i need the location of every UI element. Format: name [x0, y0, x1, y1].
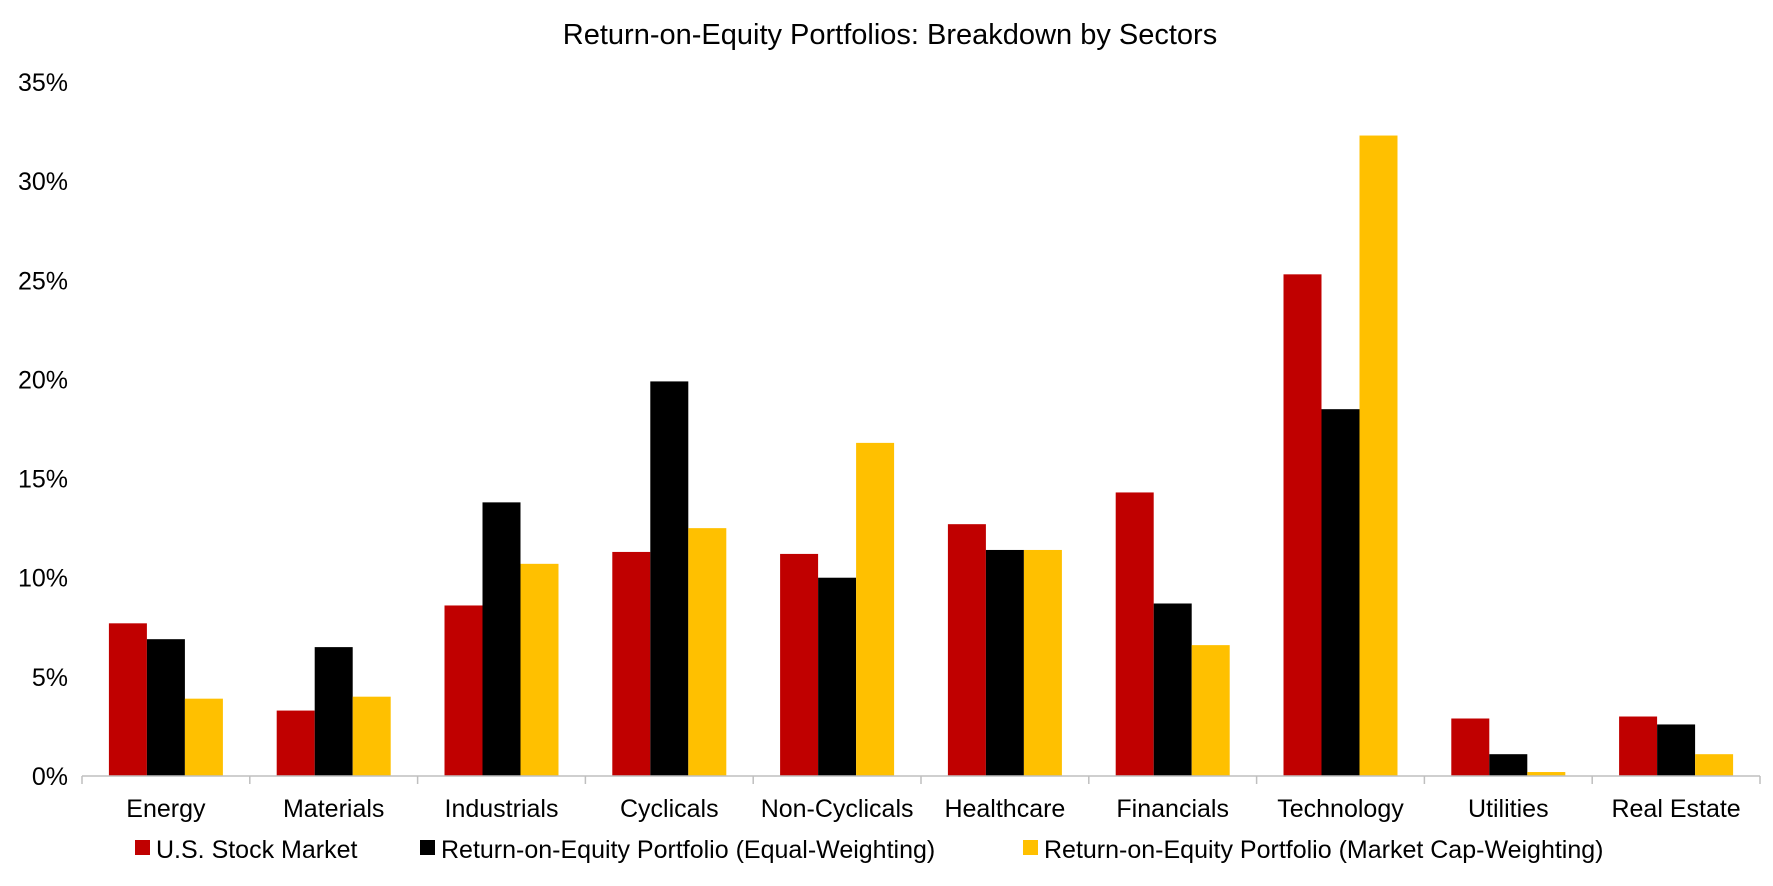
bar-cyclicals-series-2 [650, 381, 689, 776]
bar-financials-series-3 [1191, 645, 1230, 776]
bar-industrials-series-3 [520, 563, 559, 776]
chart-title: Return-on-Equity Portfolios: Breakdown b… [563, 19, 1217, 51]
bar-utilities-series-1 [1451, 718, 1490, 776]
bar-healthcare-series-2 [985, 549, 1024, 776]
x-category-label: Non-Cyclicals [761, 795, 914, 823]
x-category-label: Healthcare [944, 795, 1065, 823]
y-tick-label: 35% [18, 69, 68, 97]
x-category-label: Materials [283, 795, 384, 823]
bar-real-estate-series-1 [1619, 716, 1658, 776]
bar-non-cyclicals-series-3 [856, 442, 895, 776]
bar-cyclicals-series-1 [612, 551, 651, 776]
legend: U.S. Stock Market Return-on-Equity Portfo… [135, 836, 1604, 864]
bar-non-cyclicals-series-1 [780, 553, 819, 776]
bar-utilities-series-3 [1527, 772, 1566, 776]
y-tick-label: 20% [18, 366, 68, 394]
bar-healthcare-series-3 [1023, 549, 1062, 776]
bar-financials-series-2 [1153, 603, 1192, 776]
legend-swatch [1023, 840, 1038, 855]
bar-real-estate-series-3 [1695, 754, 1734, 776]
bar-industrials-series-1 [444, 605, 483, 776]
y-tick-label: 30% [18, 168, 68, 196]
y-tick-label: 0% [32, 763, 68, 791]
legend-item: U.S. Stock Market [135, 836, 357, 864]
x-axis: Energy Materials Industrials Cyclicals Non-C… [81, 775, 1761, 823]
legend-item: Return-on-Equity Portfolio (Market Cap-W… [1023, 836, 1604, 864]
bar-non-cyclicals-series-2 [818, 577, 857, 776]
bar-technology-series-3 [1359, 135, 1398, 777]
bar-energy-series-3 [184, 698, 223, 776]
x-category-label: Energy [126, 795, 206, 823]
x-category-label: Financials [1116, 795, 1229, 823]
bar-cyclicals-series-3 [688, 528, 727, 776]
bar-energy-series-1 [108, 623, 147, 776]
bar-technology-series-1 [1283, 274, 1322, 776]
bar-industrials-series-2 [482, 502, 521, 776]
y-tick-label: 10% [18, 565, 68, 593]
bar-materials-series-3 [352, 696, 391, 776]
bar-technology-series-2 [1321, 409, 1360, 776]
x-category-label: Real Estate [1611, 795, 1740, 823]
x-category-label: Technology [1277, 795, 1404, 823]
legend-label: U.S. Stock Market [156, 836, 357, 864]
bars-group [108, 135, 1734, 777]
y-tick-label: 25% [18, 267, 68, 295]
legend-label: Return-on-Equity Portfolio (Equal-Weight… [441, 836, 935, 864]
legend-swatch [420, 840, 435, 855]
bar-financials-series-1 [1115, 492, 1154, 776]
bar-materials-series-2 [314, 647, 353, 776]
legend-item: Return-on-Equity Portfolio (Equal-Weight… [420, 836, 935, 864]
legend-swatch [135, 840, 150, 855]
y-axis: 0% 5% 10% 15% 20% 25% 30% 35% [18, 69, 68, 791]
legend-label: Return-on-Equity Portfolio (Market Cap-W… [1044, 836, 1604, 864]
bar-healthcare-series-1 [947, 524, 986, 776]
bar-energy-series-2 [146, 639, 185, 776]
bar-materials-series-1 [276, 710, 315, 776]
bar-real-estate-series-2 [1657, 724, 1696, 776]
x-category-label: Cyclicals [620, 795, 719, 823]
x-category-label: Utilities [1468, 795, 1549, 823]
y-tick-label: 5% [32, 664, 68, 692]
x-category-label: Industrials [445, 795, 559, 823]
bar-utilities-series-2 [1489, 754, 1528, 776]
y-tick-label: 15% [18, 466, 68, 494]
